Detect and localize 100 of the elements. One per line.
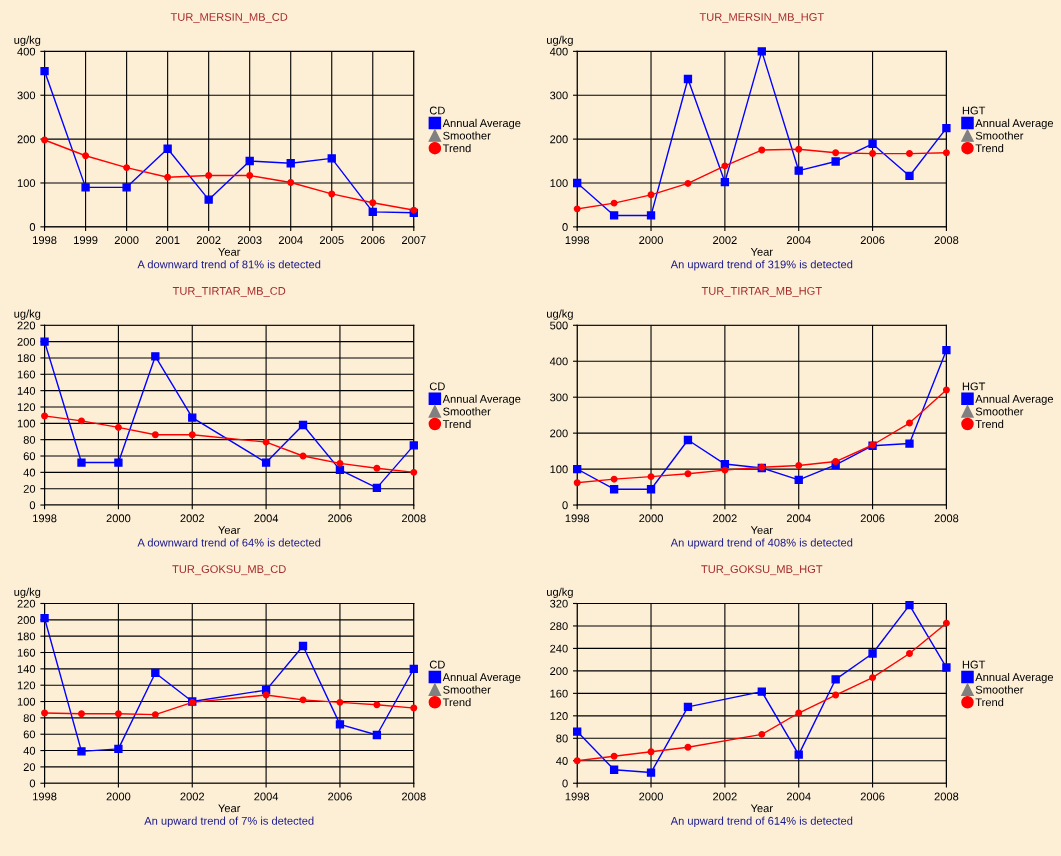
chart-title: TUR_MERSIN_MB_HGT (699, 13, 824, 24)
text: An upward trend of 7% is detected (144, 816, 314, 827)
legend-label: Smoother (443, 407, 491, 416)
y-tick-label: 200 (550, 135, 568, 144)
legend-label: Annual Average (975, 118, 1054, 130)
y-tick-label: 400 (17, 47, 36, 56)
x-tick-label: 1998 (565, 236, 590, 245)
legend-title: CD (429, 106, 445, 115)
x-axis-title: Year (218, 248, 241, 256)
chart-title: TUR_TIRTAR_MB_CD (172, 286, 286, 297)
y-tick-label: 120 (17, 403, 36, 412)
x-tick-label: 2008 (401, 792, 426, 801)
y-axis-title: ug/kg (14, 587, 41, 599)
x-axis-title: Year (750, 248, 773, 256)
y-tick-label: 160 (17, 370, 36, 379)
y-axis-title: ug/kg (547, 587, 573, 599)
y-tick-label: 300 (550, 91, 568, 100)
x-tick-label: 2004 (254, 792, 279, 801)
legend-label: Trend (442, 698, 471, 707)
legend-title: HGT (962, 382, 986, 391)
y-tick-label: 80 (556, 734, 568, 743)
legend-label: Trend (975, 144, 1004, 153)
legend-label: Trend (442, 144, 471, 153)
x-tick-label: 2006 (860, 514, 885, 523)
y-tick-label: 500 (550, 321, 568, 330)
y-tick-label: 400 (549, 357, 568, 366)
x-tick-label: 2006 (328, 514, 352, 523)
text: A downward trend of 81% is detected (137, 260, 321, 269)
y-tick-label: 100 (17, 419, 36, 428)
x-tick-label: 2004 (254, 514, 279, 523)
y-tick-label: 100 (17, 179, 36, 188)
x-tick-label: 2002 (180, 792, 205, 801)
y-tick-label: 120 (17, 681, 36, 690)
y-tick-label: 320 (550, 599, 568, 608)
y-tick-label: 120 (550, 712, 568, 720)
y-axis-title: ug/kg (547, 35, 573, 47)
y-tick-label: 240 (550, 644, 568, 653)
x-tick-label: 2007 (401, 236, 426, 245)
legend-label: Annual Average (442, 394, 521, 406)
y-tick-label: 100 (550, 179, 568, 188)
x-axis-title: Year (218, 526, 241, 534)
x-tick-label: 2000 (106, 514, 131, 523)
x-tick-label: 2004 (278, 236, 303, 245)
x-tick-label: 1999 (74, 236, 98, 245)
x-tick-label: 2002 (713, 514, 737, 523)
chart-title: TUR_TIRTAR_MB_HGT (701, 286, 822, 297)
y-tick-label: 200 (550, 667, 568, 676)
legend-title: HGT (962, 660, 986, 669)
x-axis-title: Year (750, 804, 773, 813)
y-tick-label: 20 (23, 484, 36, 493)
x-tick-label: 2002 (180, 514, 205, 523)
legend-title: CD (429, 382, 445, 391)
x-axis-title: Year (750, 526, 773, 534)
y-axis-title: ug/kg (14, 309, 41, 320)
y-tick-label: 220 (17, 599, 36, 608)
y-tick-label: 300 (17, 91, 36, 100)
chart-title: TUR_MERSIN_MB_CD (170, 13, 288, 24)
x-tick-label: 2001 (155, 236, 180, 245)
x-tick-label: 2004 (786, 792, 811, 801)
y-tick-label: 140 (17, 386, 36, 395)
legend-title: CD (429, 660, 445, 669)
y-tick-label: 180 (17, 632, 36, 641)
x-tick-label: 2008 (934, 236, 959, 245)
x-tick-label: 2004 (786, 236, 811, 245)
y-axis-title: ug/kg (547, 309, 573, 320)
x-tick-label: 2000 (639, 792, 663, 801)
y-tick-label: 60 (23, 730, 36, 739)
text: A downward trend of 64% is detected (137, 538, 321, 547)
y-tick-label: 200 (17, 135, 36, 144)
x-tick-label: 1998 (33, 792, 57, 801)
y-tick-label: 40 (23, 746, 36, 755)
x-tick-label: 2000 (639, 236, 663, 245)
y-tick-label: 0 (29, 223, 36, 231)
y-tick-label: 40 (23, 468, 36, 477)
legend-label: Trend (975, 698, 1004, 707)
text: An upward trend of 614% is detected (670, 816, 853, 827)
legend-label: Smoother (975, 131, 1024, 140)
y-tick-label: 220 (17, 321, 36, 330)
chart-title: TUR_GOKSU_MB_HGT (701, 565, 823, 576)
chart-title: TUR_GOKSU_MB_CD (172, 565, 286, 576)
y-tick-label: 400 (549, 47, 568, 56)
y-tick-label: 0 (29, 779, 36, 788)
x-tick-label: 2004 (786, 514, 811, 523)
y-tick-label: 80 (23, 714, 36, 723)
text: An upward trend of 319% is detected (670, 260, 853, 271)
x-tick-label: 2006 (860, 792, 885, 801)
legend-label: Annual Average (975, 394, 1054, 406)
x-tick-label: 2008 (934, 792, 959, 801)
y-axis-title: ug/kg (14, 35, 41, 47)
y-tick-label: 160 (17, 648, 36, 657)
x-tick-label: 2006 (860, 236, 885, 245)
y-tick-label: 40 (556, 757, 568, 765)
legend-label: Trend (442, 419, 471, 429)
legend-label: Trend (975, 419, 1004, 429)
y-tick-label: 300 (550, 393, 568, 402)
legend-label: Smoother (443, 685, 491, 694)
legend-title: HGT (962, 106, 986, 115)
x-tick-label: 2002 (713, 792, 737, 801)
text: An upward trend of 408% is detected (670, 538, 853, 549)
y-tick-label: 160 (550, 689, 568, 698)
